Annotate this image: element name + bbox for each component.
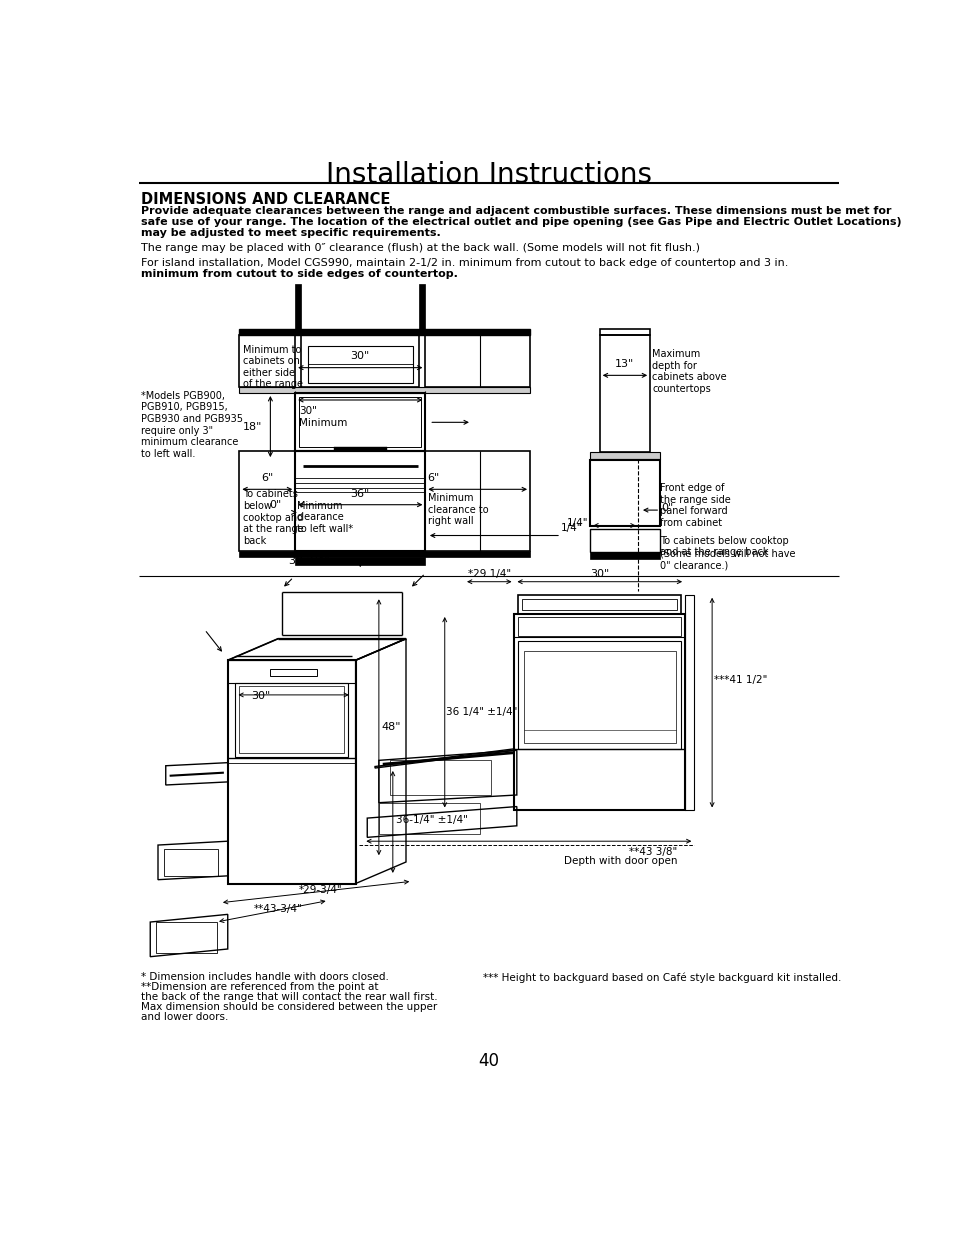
Text: For island installation, Model CGS990, maintain 2-1/2 in. minimum from cutout to: For island installation, Model CGS990, m… — [141, 258, 787, 268]
Bar — [517, 595, 680, 614]
Bar — [425, 336, 530, 387]
Text: Depth with door open: Depth with door open — [563, 856, 677, 866]
Text: *29-3/4": *29-3/4" — [298, 885, 342, 895]
Bar — [239, 336, 294, 387]
Text: Maximum
depth for
cabinets above
countertops: Maximum depth for cabinets above counter… — [652, 350, 726, 394]
Bar — [307, 346, 413, 383]
Bar — [590, 530, 659, 552]
Text: the back of the range that will contact the rear wall first.: the back of the range that will contact … — [141, 992, 437, 1002]
Bar — [235, 683, 348, 757]
Text: 0": 0" — [661, 503, 673, 513]
Bar — [228, 661, 355, 883]
Bar — [239, 451, 294, 551]
Text: **43 3/8": **43 3/8" — [628, 846, 677, 857]
Text: safe use of your range. The location of the electrical outlet and pipe opening (: safe use of your range. The location of … — [141, 216, 901, 227]
Text: 0": 0" — [270, 500, 282, 510]
Bar — [514, 614, 684, 810]
Bar — [517, 641, 680, 748]
Bar — [390, 761, 491, 795]
Bar — [425, 451, 530, 551]
Text: 40: 40 — [477, 1052, 499, 1070]
Text: 36 1/4" ±1/4": 36 1/4" ±1/4" — [446, 706, 517, 716]
Bar — [156, 923, 216, 953]
Text: 6": 6" — [261, 473, 274, 483]
Text: 18": 18" — [243, 422, 262, 432]
Text: 30": 30" — [351, 352, 370, 362]
Bar — [164, 848, 218, 876]
Text: Minimum
clearance
to left wall*: Minimum clearance to left wall* — [296, 501, 353, 534]
Bar — [418, 284, 425, 336]
Text: 30": 30" — [590, 569, 609, 579]
Bar — [590, 452, 659, 458]
Text: 1/4": 1/4" — [566, 519, 587, 529]
Bar — [523, 651, 675, 743]
Text: 36-1/4" ±1/4": 36-1/4" ±1/4" — [395, 815, 467, 825]
Text: *Models PGB900,
PGB910, PGB915,
PGB930 and PGB935
require only 3"
minimum cleara: *Models PGB900, PGB910, PGB915, PGB930 a… — [141, 390, 243, 458]
Text: (Some models will not have
0" clearance.): (Some models will not have 0" clearance.… — [659, 548, 795, 571]
Text: 13": 13" — [615, 359, 634, 369]
Text: Minimum to
cabinets on
either side
of the range: Minimum to cabinets on either side of th… — [243, 345, 303, 389]
Text: **43-3/4": **43-3/4" — [253, 904, 302, 914]
Bar — [521, 599, 677, 610]
Bar — [517, 618, 680, 636]
Bar — [599, 330, 649, 336]
Text: **Dimension are referenced from the point at: **Dimension are referenced from the poin… — [141, 982, 378, 992]
Bar — [294, 284, 301, 336]
Bar — [239, 687, 344, 752]
Text: Installation Instructions: Installation Instructions — [326, 162, 651, 189]
Text: minimum from cutout to side edges of countertop.: minimum from cutout to side edges of cou… — [141, 269, 457, 279]
Text: *** Height to backguard based on Café style backguard kit installed.: *** Height to backguard based on Café st… — [483, 972, 841, 983]
Text: 1/4": 1/4" — [560, 524, 582, 534]
Bar — [270, 669, 316, 676]
Text: 30": 30" — [251, 692, 270, 701]
Text: 48": 48" — [381, 722, 400, 732]
Bar — [298, 396, 421, 447]
Text: Max dimension should be considered between the upper: Max dimension should be considered betwe… — [141, 1002, 436, 1013]
Bar — [301, 336, 418, 387]
Bar — [590, 461, 659, 526]
Text: 30 3/4": 30 3/4" — [289, 556, 329, 566]
Text: 6": 6" — [427, 473, 439, 483]
Bar — [334, 447, 386, 451]
Bar — [239, 387, 530, 393]
Bar — [239, 330, 530, 336]
Text: and lower doors.: and lower doors. — [141, 1013, 228, 1023]
Text: * Dimension includes handle with doors closed.: * Dimension includes handle with doors c… — [141, 972, 389, 982]
Text: may be adjusted to meet specific requirements.: may be adjusted to meet specific require… — [141, 227, 440, 237]
Bar — [294, 451, 425, 551]
Bar — [294, 557, 425, 564]
Bar — [684, 595, 694, 810]
Text: To cabinets below cooktop
and at the range back: To cabinets below cooktop and at the ran… — [659, 536, 788, 557]
Bar — [599, 336, 649, 452]
Bar — [378, 803, 479, 834]
Text: DIMENSIONS AND CLEARANCE: DIMENSIONS AND CLEARANCE — [141, 193, 390, 207]
Text: To cabinets
below
cooktop and
at the range
back: To cabinets below cooktop and at the ran… — [243, 489, 304, 546]
Text: 30"
Minimum: 30" Minimum — [298, 406, 347, 427]
Text: ***41 1/2": ***41 1/2" — [714, 674, 767, 684]
Text: Minimum
clearance to
right wall: Minimum clearance to right wall — [427, 493, 488, 526]
Text: The range may be placed with 0″ clearance (flush) at the back wall. (Some models: The range may be placed with 0″ clearanc… — [141, 243, 700, 253]
Text: 36": 36" — [351, 489, 370, 499]
Bar — [590, 552, 659, 558]
Text: Provide adequate clearances between the range and adjacent combustible surfaces.: Provide adequate clearances between the … — [141, 206, 890, 216]
Bar — [294, 393, 425, 451]
Bar — [239, 551, 530, 557]
Text: Front edge of
the range side
panel forward
from cabinet: Front edge of the range side panel forwa… — [659, 483, 730, 527]
Text: *29 1/4": *29 1/4" — [468, 569, 511, 579]
